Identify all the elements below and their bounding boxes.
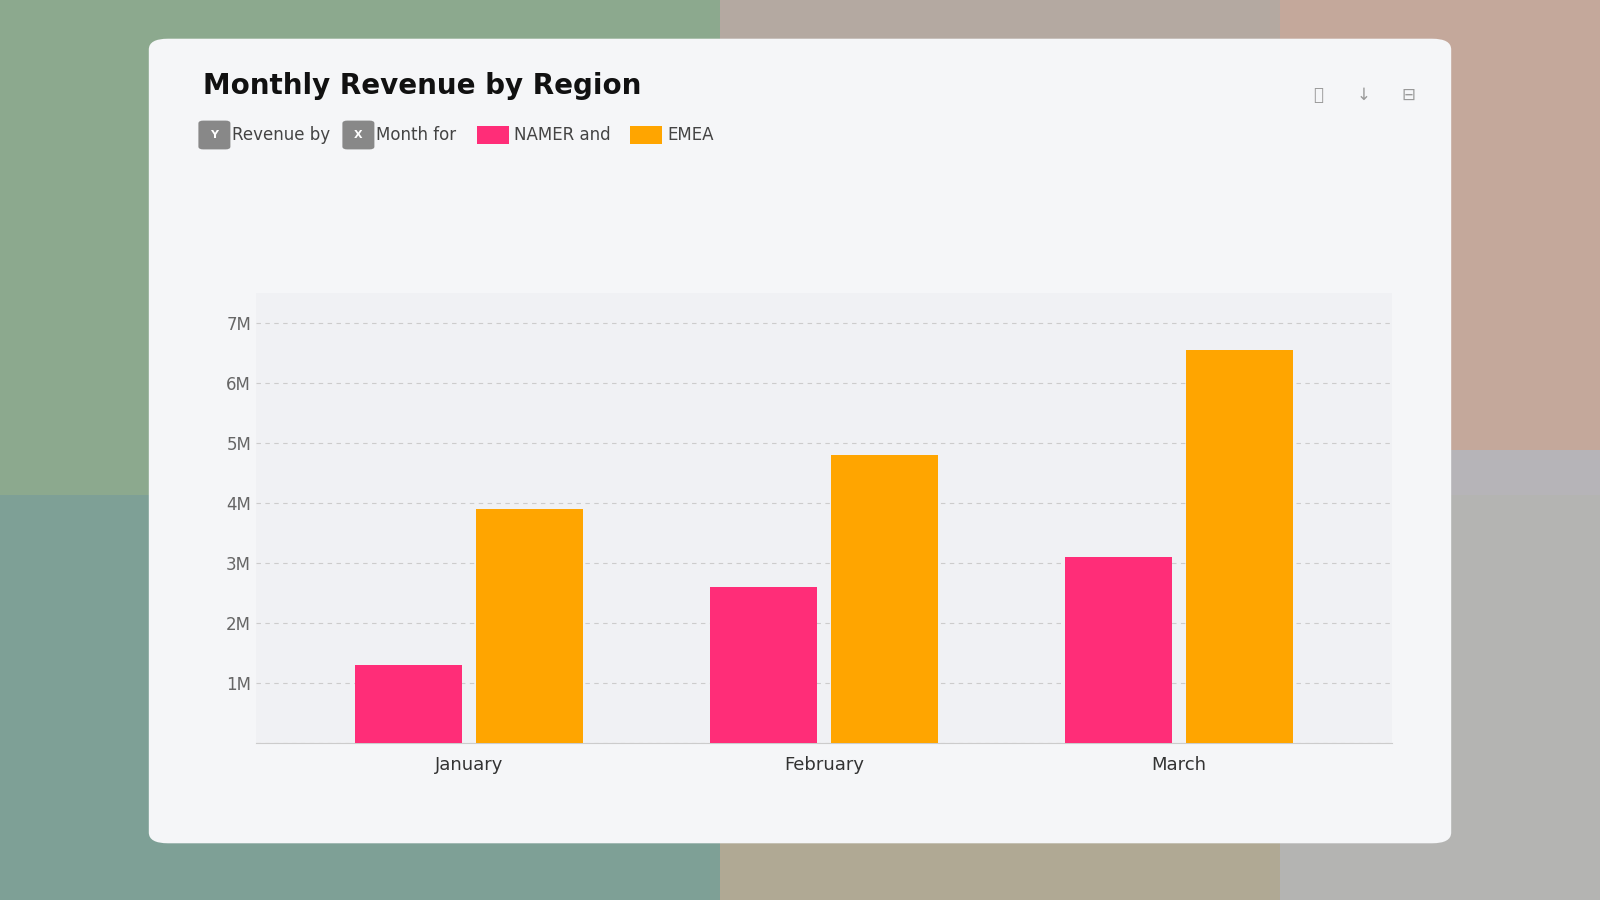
Bar xyxy=(355,664,462,742)
Bar xyxy=(477,508,582,742)
Bar xyxy=(1066,556,1171,742)
Text: ↓: ↓ xyxy=(1357,86,1370,104)
Bar xyxy=(1280,450,1600,900)
Text: Month for: Month for xyxy=(376,126,456,144)
Text: ⤢: ⤢ xyxy=(1314,86,1323,104)
Bar xyxy=(0,0,720,495)
Bar xyxy=(830,454,938,742)
Text: Y: Y xyxy=(211,130,218,140)
Text: EMEA: EMEA xyxy=(667,126,714,144)
Text: ⊟: ⊟ xyxy=(1402,86,1414,104)
Bar xyxy=(0,495,720,900)
Bar xyxy=(720,0,1600,495)
Text: Revenue by: Revenue by xyxy=(232,126,330,144)
Bar xyxy=(710,587,818,742)
Text: X: X xyxy=(354,130,363,140)
Text: NAMER and: NAMER and xyxy=(514,126,610,144)
Bar xyxy=(1280,0,1600,450)
Bar xyxy=(1186,349,1293,742)
Text: Monthly Revenue by Region: Monthly Revenue by Region xyxy=(203,72,642,100)
Bar xyxy=(720,495,1600,900)
